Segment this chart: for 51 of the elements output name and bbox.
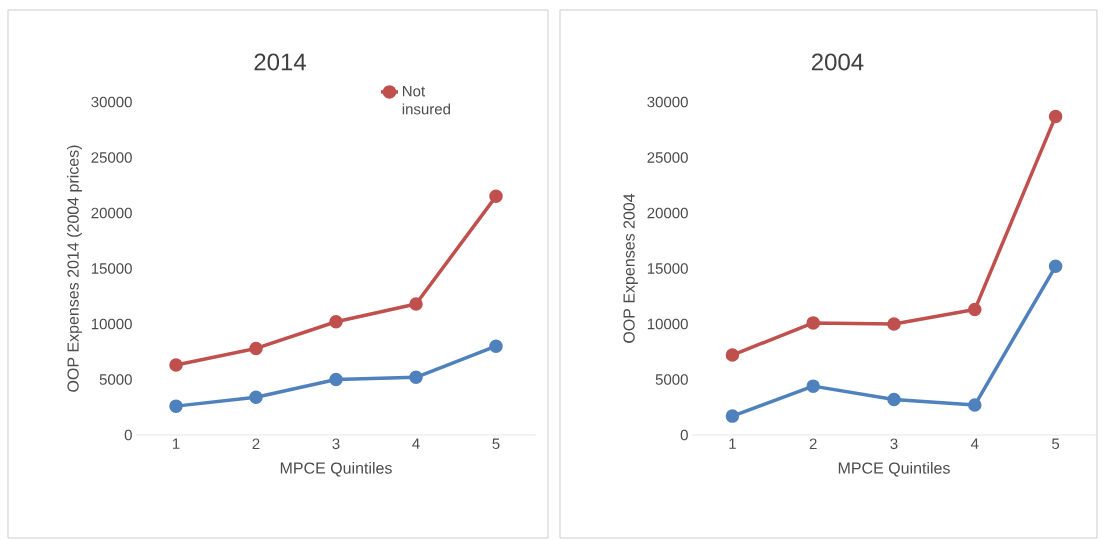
point — [409, 297, 423, 311]
y-axis-title: OOP Expenses 2014 (2004 prices) — [66, 145, 82, 392]
point — [806, 379, 820, 393]
y-tick-label: 30000 — [647, 96, 688, 108]
x-tick-label: 4 — [970, 438, 979, 449]
point — [169, 358, 183, 372]
x-tick-label: 1 — [729, 438, 736, 449]
point — [725, 348, 740, 362]
point — [329, 372, 343, 387]
chart-title: 2004 — [811, 53, 864, 71]
point — [1048, 259, 1063, 274]
y-tick-label: 5000 — [655, 374, 688, 385]
point — [409, 370, 423, 385]
y-tick-label: 10000 — [91, 318, 132, 330]
x-tick-label: 4 — [412, 438, 420, 449]
y-tick-label: 0 — [124, 429, 132, 441]
y-tick-label: 15000 — [647, 263, 688, 274]
point — [725, 409, 740, 423]
x-tick-label: 3 — [332, 438, 340, 450]
x-tick-label: 5 — [1052, 438, 1060, 449]
x-axis-title: MPCE Quintiles — [280, 462, 392, 477]
point — [489, 189, 503, 204]
legend-label: Not insured — [402, 85, 450, 115]
point — [249, 390, 263, 404]
y-tick-label: 25000 — [647, 152, 688, 163]
y-tick-label: 15000 — [91, 263, 132, 274]
y-axis-title: OOP Expenses 2004 — [623, 193, 638, 343]
point — [249, 341, 263, 356]
y-tick-label: 30000 — [91, 96, 132, 108]
chart-title: 2014 — [254, 53, 306, 71]
point — [887, 392, 901, 407]
x-tick-label: 1 — [172, 438, 180, 449]
y-tick-label: 20000 — [91, 207, 132, 219]
y-tick-label: 25000 — [91, 152, 132, 163]
point — [968, 398, 982, 412]
x-axis-title: MPCE Quintiles — [838, 462, 950, 477]
y-tick-label: 10000 — [647, 318, 688, 330]
x-tick-label: 3 — [890, 438, 898, 450]
x-tick-label: 2 — [252, 438, 260, 449]
x-tick-label: 5 — [492, 438, 500, 449]
y-tick-label: 5000 — [99, 374, 132, 385]
point — [968, 302, 982, 317]
y-tick-label: 20000 — [647, 207, 688, 219]
point — [887, 317, 901, 331]
x-tick-label: 2 — [809, 438, 817, 449]
point — [1048, 109, 1063, 124]
point — [806, 316, 820, 330]
point — [489, 339, 503, 353]
point — [169, 399, 183, 413]
y-tick-label: 0 — [680, 429, 688, 441]
point — [329, 315, 343, 329]
